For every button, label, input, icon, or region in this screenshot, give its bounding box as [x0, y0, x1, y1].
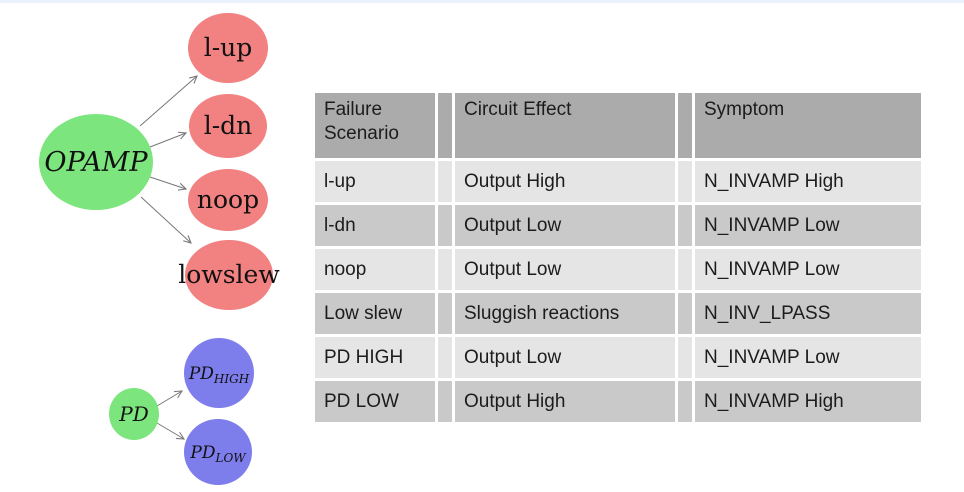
cell-effect: Output Low: [455, 337, 675, 378]
node-pd-high: [184, 338, 254, 408]
opamp-node: [39, 114, 153, 210]
cell-symptom: N_INVAMP Low: [695, 249, 921, 290]
cell-gap: [678, 293, 692, 334]
node-l-up: [188, 13, 268, 83]
edge-opamp-ldn: [149, 133, 186, 148]
node-pd-low: [184, 419, 252, 485]
cell-gap: [438, 205, 452, 246]
cell-effect: Output High: [455, 161, 675, 202]
header-symptom: Symptom: [695, 93, 921, 158]
cell-gap: [678, 337, 692, 378]
table-row: PD HIGH Output Low N_INVAMP Low: [315, 337, 921, 378]
table-row: noop Output Low N_INVAMP Low: [315, 249, 921, 290]
fault-tree-diagram: OPAMP l-up l-dn noop lowslew PD PDHIGH P…: [39, 13, 280, 485]
header-circuit-effect: Circuit Effect: [455, 93, 675, 158]
node-noop: [188, 169, 268, 231]
cell-scenario: PD LOW: [315, 381, 435, 422]
cell-gap: [438, 381, 452, 422]
cell-gap: [438, 249, 452, 290]
opamp-node-label: OPAMP: [44, 147, 148, 178]
edge-pd-low: [156, 422, 184, 439]
cell-effect: Output Low: [455, 249, 675, 290]
cell-scenario: l-dn: [315, 205, 435, 246]
cell-scenario: Low slew: [315, 293, 435, 334]
pd-node: [109, 388, 159, 440]
node-l-dn-label: l-dn: [204, 111, 253, 140]
cell-gap: [438, 161, 452, 202]
node-pd-low-label: PDLOW: [189, 443, 247, 465]
pd-node-label: PD: [118, 402, 149, 426]
edge-opamp-noop: [149, 176, 186, 189]
cell-gap: [678, 161, 692, 202]
table-row: l-dn Output Low N_INVAMP Low: [315, 205, 921, 246]
table-header-row: Failure Scenario Circuit Effect Symptom: [315, 93, 921, 158]
edge-pd-high: [156, 391, 182, 407]
cell-symptom: N_INV_LPASS: [695, 293, 921, 334]
cell-gap: [438, 337, 452, 378]
cell-gap: [678, 205, 692, 246]
cell-symptom: N_INVAMP High: [695, 161, 921, 202]
cell-effect: Output High: [455, 381, 675, 422]
node-lowslew: [185, 240, 273, 310]
table-row: PD LOW Output High N_INVAMP High: [315, 381, 921, 422]
node-pd-high-label: PDHIGH: [188, 364, 250, 386]
top-window-strip: [0, 0, 964, 3]
node-noop-label: noop: [197, 185, 259, 214]
edge-opamp-lowslew: [140, 196, 191, 243]
node-l-dn: [189, 94, 267, 158]
table-row: l-up Output High N_INVAMP High: [315, 161, 921, 202]
failure-table: Failure Scenario Circuit Effect Symptom …: [312, 90, 924, 425]
cell-gap: [438, 293, 452, 334]
cell-symptom: N_INVAMP High: [695, 381, 921, 422]
header-gap-2: [678, 93, 692, 158]
cell-scenario: l-up: [315, 161, 435, 202]
cell-scenario: PD HIGH: [315, 337, 435, 378]
cell-gap: [678, 249, 692, 290]
cell-gap: [678, 381, 692, 422]
pd-edges: [156, 391, 184, 439]
table-row: Low slew Sluggish reactions N_INV_LPASS: [315, 293, 921, 334]
node-l-up-label: l-up: [204, 33, 253, 62]
cell-effect: Output Low: [455, 205, 675, 246]
cell-scenario: noop: [315, 249, 435, 290]
cell-effect: Sluggish reactions: [455, 293, 675, 334]
opamp-edges: [139, 76, 197, 243]
cell-symptom: N_INVAMP Low: [695, 337, 921, 378]
header-gap-1: [438, 93, 452, 158]
edge-opamp-lup: [139, 76, 197, 127]
node-lowslew-label: lowslew: [178, 260, 280, 289]
header-failure-scenario: Failure Scenario: [315, 93, 435, 158]
cell-symptom: N_INVAMP Low: [695, 205, 921, 246]
